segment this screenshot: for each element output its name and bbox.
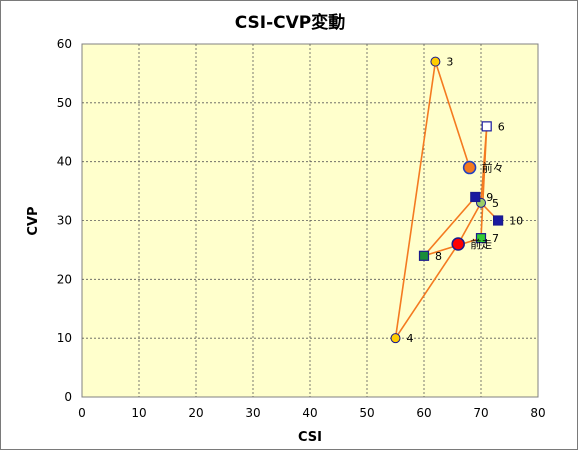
chart-title: CSI-CVP変動 xyxy=(235,12,346,33)
point-label-4: 4 xyxy=(407,332,414,345)
path-segment xyxy=(480,126,488,239)
y-tick-label: 40 xyxy=(57,155,72,169)
grid-lines xyxy=(82,44,538,397)
path-lines xyxy=(394,61,499,339)
y-axis-title: CVP xyxy=(26,206,41,235)
y-tick-label: 50 xyxy=(57,96,72,110)
path-segment xyxy=(434,61,471,168)
path-segment xyxy=(394,243,459,339)
data-point-4 xyxy=(390,333,401,344)
path-segment xyxy=(457,202,482,245)
x-tick-label: 50 xyxy=(359,406,374,420)
x-axis-title: CSI xyxy=(298,430,322,445)
point-label-5: 5 xyxy=(492,197,499,210)
x-tick-label: 10 xyxy=(131,406,146,420)
x-tick-label: 0 xyxy=(78,406,86,420)
y-tick-label: 10 xyxy=(57,331,72,345)
data-point-3 xyxy=(430,56,441,67)
point-labels: 前々 3 4 前走 5 6 7 8 9 10 xyxy=(407,56,524,346)
x-tick-label: 60 xyxy=(416,406,431,420)
y-tick-label: 0 xyxy=(64,390,72,404)
data-point-前走 xyxy=(451,237,465,251)
x-tick-label: 20 xyxy=(188,406,203,420)
data-point-9 xyxy=(470,191,481,203)
point-label-6: 6 xyxy=(498,120,505,133)
data-points xyxy=(390,56,504,344)
x-tick-label: 30 xyxy=(245,406,260,420)
data-point-6 xyxy=(481,121,492,132)
tick-labels: 0 10 20 30 40 50 60 70 80 0 10 20 30 40 50 60 xyxy=(57,37,546,420)
x-tick-label: 40 xyxy=(302,406,317,420)
y-tick-label: 30 xyxy=(57,214,72,228)
point-label-8: 8 xyxy=(435,250,442,263)
data-point-8 xyxy=(418,250,430,261)
point-label-9: 9 xyxy=(486,191,493,204)
path-segment xyxy=(394,61,437,339)
point-label-前走: 前走 xyxy=(470,237,492,251)
data-point-前々 xyxy=(462,160,477,175)
path-segment xyxy=(423,196,476,257)
point-label-前々: 前々 xyxy=(482,161,504,175)
y-tick-label: 60 xyxy=(57,37,72,51)
y-tick-label: 20 xyxy=(57,272,72,286)
point-label-7: 7 xyxy=(492,232,499,245)
data-point-10 xyxy=(493,215,504,226)
x-tick-label: 80 xyxy=(530,406,545,420)
data-point-7 xyxy=(475,233,487,244)
point-label-10: 10 xyxy=(509,215,523,228)
point-label-3: 3 xyxy=(446,56,453,69)
x-tick-label: 70 xyxy=(473,406,488,420)
